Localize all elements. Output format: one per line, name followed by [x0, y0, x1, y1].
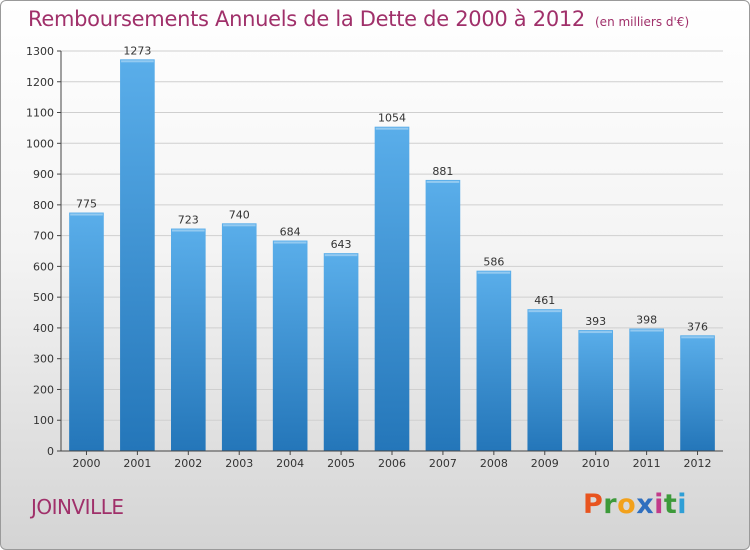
city-name: JOINVILLE: [31, 495, 124, 519]
bar: [272, 240, 308, 451]
x-tick-label: 2000: [72, 457, 100, 470]
y-tick-label: 400: [33, 322, 54, 335]
bar-value-label: 1054: [378, 112, 406, 125]
bar-value-label: 723: [178, 214, 199, 227]
bar-value-label: 1273: [123, 44, 151, 57]
bar-highlight: [273, 241, 307, 244]
bar-value-label: 393: [585, 315, 606, 328]
bar-highlight: [171, 229, 205, 232]
x-tick-label: 2010: [582, 457, 610, 470]
bar-highlight: [477, 271, 511, 274]
bar-value-label: 740: [229, 208, 250, 221]
x-tick-label: 2005: [327, 457, 355, 470]
chart-title-text: Remboursements Annuels de la Dette de 20…: [28, 7, 585, 31]
y-tick-label: 500: [33, 291, 54, 304]
y-tick-label: 1100: [26, 107, 54, 120]
logo-letter: t: [663, 489, 678, 520]
bar: [527, 309, 563, 451]
y-tick-label: 300: [33, 353, 54, 366]
bar-value-label: 398: [636, 314, 657, 327]
bar-highlight: [681, 336, 714, 339]
proxiti-logo: Proxiti: [583, 489, 687, 520]
bar-value-label: 643: [331, 238, 352, 251]
bar-highlight: [375, 127, 409, 130]
bar-highlight: [222, 224, 256, 227]
bar: [323, 253, 359, 451]
x-tick-label: 2009: [531, 457, 559, 470]
bars: [69, 59, 715, 452]
x-tick-label: 2003: [225, 457, 253, 470]
x-tick-label: 2012: [684, 457, 712, 470]
bar-value-label: 684: [280, 226, 301, 239]
x-tick-label: 2001: [123, 457, 151, 470]
bar: [680, 335, 715, 451]
logo-letter: i: [654, 489, 664, 520]
bar-highlight: [121, 60, 154, 63]
bar-highlight: [324, 254, 358, 257]
y-tick-label: 100: [33, 414, 54, 427]
bar-highlight: [426, 180, 460, 183]
bar: [425, 179, 461, 451]
labels: 0 100 200 300 400 500 600 700 800 900 1000 1100 1200…: [26, 44, 712, 470]
y-tick-label: 1200: [26, 76, 54, 89]
chart-title: Remboursements Annuels de la Dette de 20…: [28, 7, 689, 31]
y-tick-label: 900: [33, 168, 54, 181]
bar: [629, 328, 664, 451]
logo-letter: r: [603, 489, 618, 520]
logo-letter: o: [617, 489, 637, 520]
bar: [221, 223, 257, 451]
y-tick-label: 700: [33, 230, 54, 243]
bar-value-label: 376: [687, 320, 708, 333]
bar: [69, 212, 104, 451]
x-tick-label: 2011: [633, 457, 661, 470]
bar-highlight: [70, 213, 103, 216]
logo-letter: x: [636, 489, 655, 520]
logo-letter: i: [677, 489, 688, 520]
bar: [170, 228, 206, 451]
bar-highlight: [528, 310, 562, 313]
bar: [120, 59, 155, 452]
chart-unit: (en milliers d'€): [595, 15, 690, 29]
x-tick-label: 2007: [429, 457, 457, 470]
bar: [374, 126, 410, 451]
y-tick-label: 1000: [26, 137, 54, 150]
bar-value-label: 461: [534, 294, 555, 307]
bar-value-label: 586: [483, 256, 504, 269]
x-tick-label: 2006: [378, 457, 406, 470]
bar: [476, 270, 512, 451]
x-tick-label: 2004: [276, 457, 304, 470]
y-tick-label: 800: [33, 199, 54, 212]
x-tick-label: 2002: [174, 457, 202, 470]
bar-highlight: [630, 329, 663, 332]
bar-value-label: 881: [432, 165, 453, 178]
bar: [578, 330, 614, 451]
x-tick-label: 2008: [480, 457, 508, 470]
y-tick-label: 600: [33, 260, 54, 273]
y-tick-label: 200: [33, 383, 54, 396]
bar-highlight: [579, 331, 613, 334]
y-tick-label: 0: [47, 445, 54, 458]
logo-letter: P: [583, 489, 604, 520]
bar-value-label: 775: [76, 198, 97, 211]
axes: [57, 50, 723, 455]
y-tick-label: 1300: [26, 45, 54, 58]
